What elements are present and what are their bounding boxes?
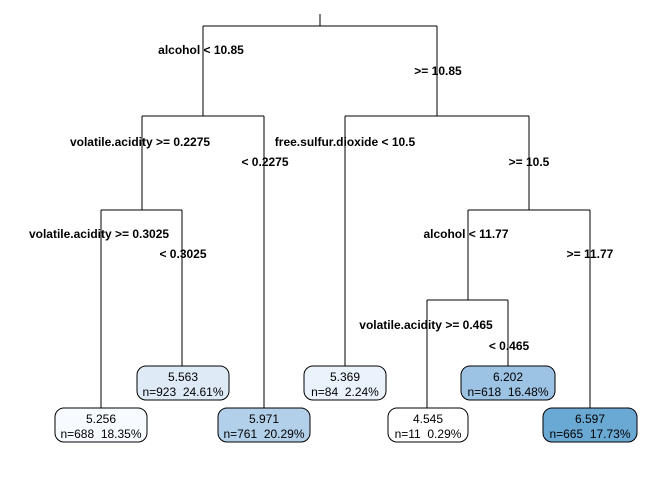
split-label-va2-right: < 0.3025 bbox=[159, 247, 206, 261]
leaf-node: 4.545 n=11 0.29% bbox=[387, 407, 469, 443]
leaf-box bbox=[542, 407, 638, 443]
leaf-node: 6.202 n=618 16.48% bbox=[460, 365, 556, 401]
leaf-box bbox=[460, 365, 556, 401]
leaf-node: 5.256 n=688 18.35% bbox=[54, 407, 148, 443]
tree-edges bbox=[100, 14, 591, 408]
split-label-va1-right: < 0.2275 bbox=[241, 155, 288, 169]
leaf-box bbox=[217, 407, 311, 443]
split-label-alc2-right: >= 11.77 bbox=[567, 247, 614, 261]
leaf-value: 6.202 bbox=[493, 370, 523, 384]
leaf-node: 5.563 n=923 24.61% bbox=[136, 365, 230, 401]
leaf-value: 5.369 bbox=[330, 370, 360, 384]
split-label-root-left: alcohol < 10.85 bbox=[158, 43, 244, 57]
leaf-box bbox=[303, 365, 387, 401]
leaf-stats: n=688 18.35% bbox=[60, 427, 141, 441]
leaf-stats: n=923 24.61% bbox=[142, 385, 223, 399]
leaf-value: 4.545 bbox=[413, 412, 443, 426]
split-label-va3-right: < 0.465 bbox=[489, 339, 530, 353]
leaf-stats: n=84 2.24% bbox=[311, 385, 379, 399]
leaf-node: 5.369 n=84 2.24% bbox=[303, 365, 387, 401]
leaf-stats: n=618 16.48% bbox=[467, 385, 548, 399]
split-label-fsd-right: >= 10.5 bbox=[509, 155, 550, 169]
split-label-root-right: >= 10.85 bbox=[414, 64, 462, 78]
split-label-va3-left: volatile.acidity >= 0.465 bbox=[359, 318, 493, 332]
leaf-nodes: 5.256 n=688 18.35% 5.563 n=923 24.61% 5.… bbox=[54, 365, 638, 443]
leaf-stats: n=761 20.29% bbox=[223, 427, 304, 441]
leaf-box bbox=[54, 407, 148, 443]
leaf-value: 5.971 bbox=[249, 412, 279, 426]
leaf-stats: n=665 17.73% bbox=[549, 427, 630, 441]
split-label-alc2-left: alcohol < 11.77 bbox=[423, 227, 508, 241]
split-labels: alcohol < 10.85 >= 10.85 volatile.acidit… bbox=[29, 43, 614, 353]
leaf-box bbox=[136, 365, 230, 401]
leaf-box bbox=[387, 407, 469, 443]
leaf-value: 6.597 bbox=[575, 412, 605, 426]
leaf-node: 5.971 n=761 20.29% bbox=[217, 407, 311, 443]
leaf-value: 5.563 bbox=[168, 370, 198, 384]
split-label-fsd-left: free.sulfur.dioxide < 10.5 bbox=[275, 135, 416, 149]
split-label-va2-left: volatile.acidity >= 0.3025 bbox=[29, 227, 169, 241]
leaf-value: 5.256 bbox=[86, 412, 116, 426]
leaf-stats: n=11 0.29% bbox=[395, 427, 462, 441]
split-label-va1-left: volatile.acidity >= 0.2275 bbox=[70, 135, 210, 149]
leaf-node: 6.597 n=665 17.73% bbox=[542, 407, 638, 443]
